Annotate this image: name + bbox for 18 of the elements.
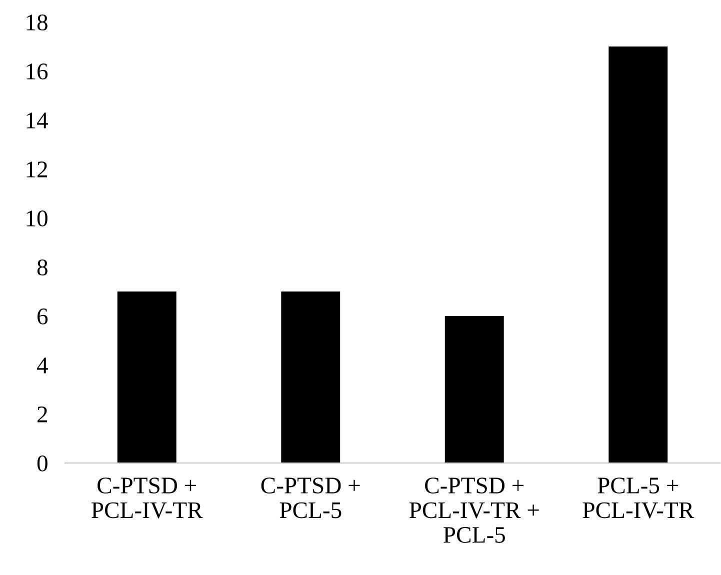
y-tick-label: 16	[26, 64, 48, 80]
x-tick-label: C-PTSD + PCL-IV-TR	[92, 478, 203, 518]
y-tick-label: 2	[38, 406, 48, 422]
y-tick-label: 0	[37, 455, 48, 472]
x-tick-label: C-PTSD + PCL-IV-TR + PCL-5	[409, 478, 539, 543]
x-tick-label: C-PTSD + PCL-5	[261, 478, 360, 518]
y-tick-label: 10	[26, 210, 48, 226]
y-tick-label: 6	[38, 308, 48, 324]
y-tick-label: 18	[26, 14, 48, 30]
y-tick-label: 4	[36, 358, 48, 374]
y-tick-label: 12	[26, 162, 48, 178]
bar	[608, 46, 668, 463]
y-tick-label: 8	[37, 259, 48, 276]
bar	[117, 292, 176, 463]
bar	[281, 292, 340, 463]
y-tick-label: 14	[26, 112, 48, 128]
bar	[444, 316, 504, 463]
x-tick-label: PCL-5 + PCL-IV-TR	[582, 478, 694, 518]
